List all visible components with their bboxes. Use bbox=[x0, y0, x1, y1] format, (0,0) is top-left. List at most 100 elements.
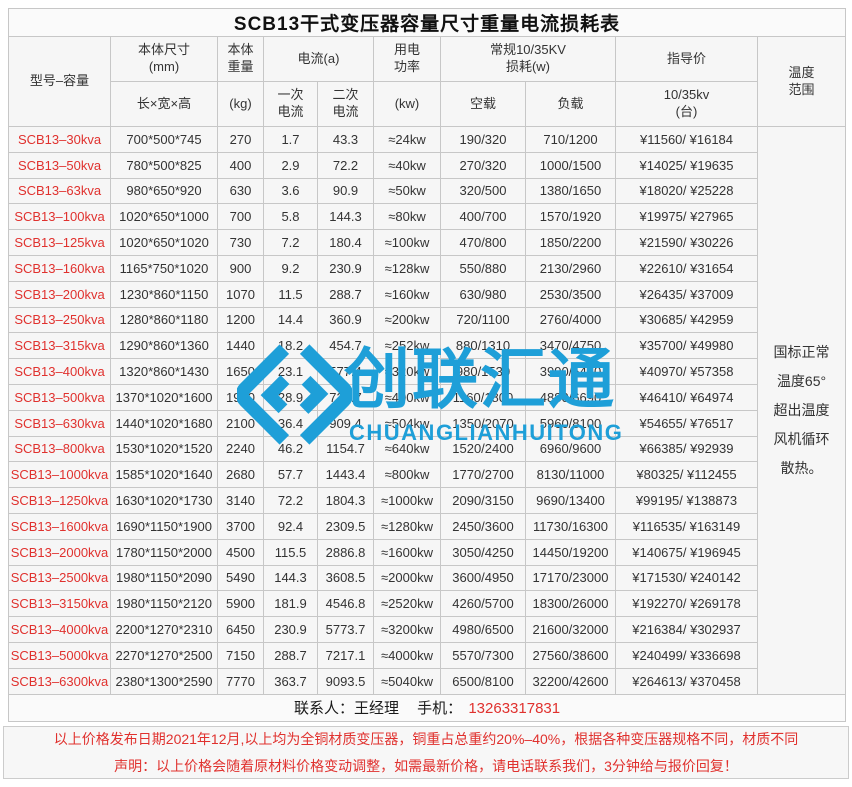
cell-size: 1690*1150*1900 bbox=[110, 512, 218, 540]
table-row: SCB13–4000kva 2200*1270*2310 6450 230.9 … bbox=[8, 616, 846, 643]
cell-model: SCB13–125kva bbox=[8, 229, 111, 256]
cell-weight: 2240 bbox=[217, 435, 264, 463]
col-header-load-loss: 负载 bbox=[525, 81, 616, 127]
cell-price: ¥22610/ ¥31654 bbox=[615, 254, 758, 282]
table-row: SCB13–1600kva 1690*1150*1900 3700 92.4 2… bbox=[8, 512, 846, 540]
table-body: SCB13–30kva 700*500*745 270 1.7 43.3 ≈24… bbox=[8, 126, 847, 695]
contact-row: 联系人：王经理 手机： 13263317831 bbox=[7, 693, 847, 722]
cell-size: 780*500*825 bbox=[110, 151, 218, 179]
cell-price: ¥80325/ ¥112455 bbox=[615, 461, 758, 489]
cell-noload-loss: 880/1310 bbox=[440, 332, 526, 360]
cell-load-loss: 3470/4750 bbox=[525, 332, 616, 360]
cell-model: SCB13–1000kva bbox=[8, 461, 111, 489]
cell-noload-loss: 1350/2070 bbox=[440, 409, 526, 437]
cell-weight: 3140 bbox=[217, 487, 264, 514]
cell-power: ≈160kw bbox=[373, 280, 441, 308]
table-row: SCB13–2000kva 1780*1150*2000 4500 115.5 … bbox=[8, 538, 846, 566]
cell-secondary-current: 3608.5 bbox=[317, 564, 374, 592]
cell-price: ¥26435/ ¥37009 bbox=[615, 280, 758, 308]
cell-primary-current: 28.9 bbox=[263, 383, 318, 411]
cell-price: ¥40970/ ¥57358 bbox=[615, 358, 758, 385]
cell-primary-current: 11.5 bbox=[263, 280, 318, 308]
cell-price: ¥216384/ ¥302937 bbox=[615, 616, 758, 643]
table-row: SCB13–200kva 1230*860*1150 1070 11.5 288… bbox=[8, 280, 846, 308]
cell-noload-loss: 1770/2700 bbox=[440, 461, 526, 489]
cell-size: 1020*650*1000 bbox=[110, 203, 218, 231]
cell-weight: 700 bbox=[217, 203, 264, 231]
cell-load-loss: 14450/19200 bbox=[525, 538, 616, 566]
table-row: SCB13–2500kva 1980*1150*2090 5490 144.3 … bbox=[8, 564, 846, 592]
cell-power: ≈504kw bbox=[373, 409, 441, 437]
cell-price: ¥99195/ ¥138873 bbox=[615, 487, 758, 514]
cell-power: ≈640kw bbox=[373, 435, 441, 463]
cell-secondary-current: 43.3 bbox=[317, 126, 374, 153]
cell-load-loss: 1570/1920 bbox=[525, 203, 616, 231]
cell-noload-loss: 2090/3150 bbox=[440, 487, 526, 514]
cell-load-loss: 9690/13400 bbox=[525, 487, 616, 514]
disclaimer-line-1: 以上价格发布日期2021年12月,以上均为全铜材质变压器，铜重占总重约20%–4… bbox=[53, 730, 799, 747]
cell-power: ≈5040kw bbox=[373, 667, 441, 695]
table-row: SCB13–50kva 780*500*825 400 2.9 72.2 ≈40… bbox=[8, 151, 846, 179]
cell-noload-loss: 4260/5700 bbox=[440, 590, 526, 618]
cell-primary-current: 36.4 bbox=[263, 409, 318, 437]
table-row: SCB13–630kva 1440*1020*1680 2100 36.4 90… bbox=[8, 409, 846, 437]
cell-size: 1585*1020*1640 bbox=[110, 461, 218, 489]
cell-secondary-current: 72.2 bbox=[317, 151, 374, 179]
cell-secondary-current: 1443.4 bbox=[317, 461, 374, 489]
col-header-secondary-current: 二次 电流 bbox=[317, 81, 374, 127]
cell-model: SCB13–4000kva bbox=[8, 616, 111, 643]
cell-model: SCB13–63kva bbox=[8, 177, 111, 205]
cell-model: SCB13–6300kva bbox=[8, 667, 111, 695]
cell-load-loss: 710/1200 bbox=[525, 126, 616, 153]
cell-model: SCB13–2500kva bbox=[8, 564, 111, 592]
cell-price: ¥54655/ ¥76517 bbox=[615, 409, 758, 437]
cell-secondary-current: 454.7 bbox=[317, 332, 374, 360]
cell-power: ≈2520kw bbox=[373, 590, 441, 618]
contact-info: 联系人：王经理 手机： 13263317831 bbox=[7, 693, 847, 722]
cell-power: ≈40kw bbox=[373, 151, 441, 179]
cell-size: 1165*750*1020 bbox=[110, 254, 218, 282]
header-row-1: 型号–容量 本体尺寸 (mm) 本体 重量 电流(a) 用电 功率 常规10/3… bbox=[8, 36, 847, 127]
cell-power: ≈100kw bbox=[373, 229, 441, 256]
table-row: SCB13–800kva 1530*1020*1520 2240 46.2 11… bbox=[8, 435, 846, 463]
cell-secondary-current: 909.4 bbox=[317, 409, 374, 437]
cell-noload-loss: 3050/4250 bbox=[440, 538, 526, 566]
cell-primary-current: 14.4 bbox=[263, 306, 318, 334]
temp-range-note: 国标正常 温度65° 超出温度 风机循环 散热。 bbox=[756, 126, 847, 695]
cell-secondary-current: 577.4 bbox=[317, 358, 374, 385]
cell-power: ≈400kw bbox=[373, 383, 441, 411]
cell-load-loss: 1000/1500 bbox=[525, 151, 616, 179]
cell-model: SCB13–1250kva bbox=[8, 487, 111, 514]
cell-size: 1230*860*1150 bbox=[110, 280, 218, 308]
cell-noload-loss: 5570/7300 bbox=[440, 641, 526, 669]
cell-load-loss: 8130/11000 bbox=[525, 461, 616, 489]
cell-power: ≈128kw bbox=[373, 254, 441, 282]
cell-secondary-current: 144.3 bbox=[317, 203, 374, 231]
cell-secondary-current: 1804.3 bbox=[317, 487, 374, 514]
cell-secondary-current: 288.7 bbox=[317, 280, 374, 308]
col-header-weight: 本体 重量 bbox=[217, 36, 264, 82]
table-row: SCB13–1000kva 1585*1020*1640 2680 57.7 1… bbox=[8, 461, 846, 489]
table-row: SCB13–160kva 1165*750*1020 900 9.2 230.9… bbox=[8, 254, 846, 282]
cell-weight: 1940 bbox=[217, 383, 264, 411]
cell-noload-loss: 1160/1800 bbox=[440, 383, 526, 411]
cell-noload-loss: 190/320 bbox=[440, 126, 526, 153]
table-row: SCB13–1250kva 1630*1020*1730 3140 72.2 1… bbox=[8, 487, 846, 514]
temp-note-line: 散热。 bbox=[780, 459, 823, 476]
cell-weight: 2100 bbox=[217, 409, 264, 437]
cell-secondary-current: 4546.8 bbox=[317, 590, 374, 618]
cell-model: SCB13–1600kva bbox=[8, 512, 111, 540]
col-header-price-unit: 10/35kv (台) bbox=[615, 81, 758, 127]
table-row: SCB13–250kva 1280*860*1180 1200 14.4 360… bbox=[8, 306, 846, 334]
cell-price: ¥116535/ ¥163149 bbox=[615, 512, 758, 540]
cell-load-loss: 2530/3500 bbox=[525, 280, 616, 308]
cell-secondary-current: 2309.5 bbox=[317, 512, 374, 540]
cell-size: 1280*860*1180 bbox=[110, 306, 218, 334]
cell-primary-current: 144.3 bbox=[263, 564, 318, 592]
cell-power: ≈200kw bbox=[373, 306, 441, 334]
cell-size: 1530*1020*1520 bbox=[110, 435, 218, 463]
cell-price: ¥30685/ ¥42959 bbox=[615, 306, 758, 334]
cell-power: ≈2000kw bbox=[373, 564, 441, 592]
col-header-current: 电流(a) bbox=[263, 36, 374, 82]
table-row: SCB13–125kva 1020*650*1020 730 7.2 180.4… bbox=[8, 229, 846, 256]
